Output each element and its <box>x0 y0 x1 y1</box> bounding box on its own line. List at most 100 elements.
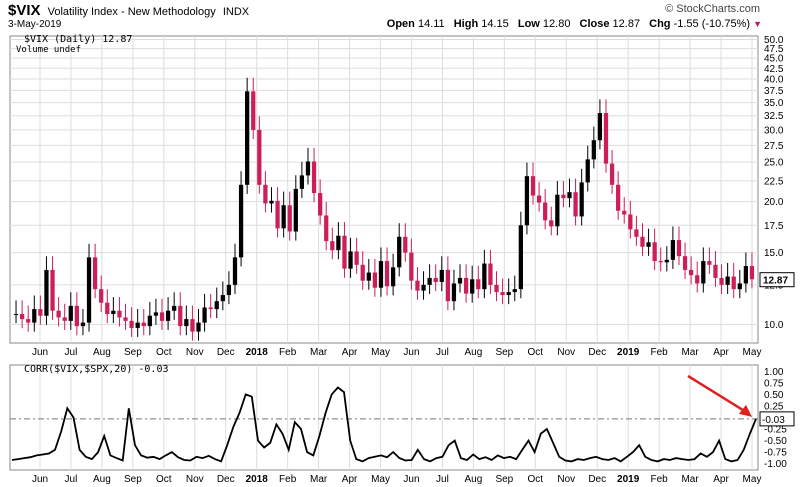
candle-body <box>251 91 256 130</box>
x-tick-label: Jun <box>403 474 419 485</box>
candle-body <box>743 266 749 284</box>
x-tick-label: Jun <box>32 347 48 358</box>
volume-legend: Volume undef <box>16 45 81 55</box>
candle-body <box>476 279 481 290</box>
candle-body <box>19 314 25 320</box>
candle-body <box>50 269 55 311</box>
candle-body <box>737 283 742 290</box>
candle-body <box>658 261 663 263</box>
candle-body <box>682 256 688 270</box>
candle-body <box>123 317 128 321</box>
x-tick-label: Dec <box>217 347 235 358</box>
candle-body <box>719 277 724 285</box>
candle-body <box>86 257 92 323</box>
candle-body <box>512 289 517 293</box>
candle-body <box>494 284 499 293</box>
price-tick-label: 30.0 <box>764 125 784 136</box>
ticker-symbol: $VIX <box>8 2 41 19</box>
price-tick-label: 40.0 <box>764 74 784 85</box>
annotation-arrow-line <box>687 374 747 413</box>
x-tick-label: May <box>371 474 390 485</box>
candle-body <box>670 240 676 260</box>
corr-last-box <box>759 411 795 427</box>
candle-body <box>421 284 426 291</box>
candle-body <box>482 263 487 290</box>
x-tick-label: 2019 <box>617 347 640 358</box>
candle-body <box>208 307 213 310</box>
x-tick-label: Feb <box>279 347 297 358</box>
x-tick-label: Jun <box>32 474 48 485</box>
candle-body <box>549 220 554 227</box>
corr-tick-label: 1.00 <box>764 367 784 378</box>
candle-body <box>117 310 122 318</box>
candle-body <box>609 163 615 185</box>
candle-body <box>311 161 317 194</box>
low-value: 12.80 <box>542 18 571 30</box>
candle-body <box>287 205 292 232</box>
price-tick-label: 27.5 <box>764 141 784 152</box>
price-tick-label: 42.5 <box>764 64 784 75</box>
x-tick-label: Sep <box>124 347 142 358</box>
candle-body <box>245 91 250 185</box>
x-tick-label: Aug <box>464 474 482 485</box>
candle-body <box>555 194 560 227</box>
candle-body <box>676 240 682 257</box>
candle-body <box>348 251 353 269</box>
x-tick-label: Feb <box>651 474 669 485</box>
candle-body <box>689 269 694 276</box>
candle-body <box>238 184 244 258</box>
candle-body <box>403 236 408 253</box>
candle-body <box>384 261 390 287</box>
last-price-box <box>759 272 795 288</box>
candle-body <box>646 242 651 247</box>
corr-tick-label: -0.75 <box>764 448 787 459</box>
candle-body <box>74 305 79 327</box>
candle-body <box>62 317 67 321</box>
x-tick-label: May <box>743 474 762 485</box>
high-label: High <box>453 18 479 30</box>
open-value: 14.11 <box>417 18 445 30</box>
candle-body <box>470 279 475 294</box>
candle-body <box>707 261 712 265</box>
candle-body <box>427 277 432 285</box>
candle-body <box>628 214 633 230</box>
candle-body <box>324 215 329 242</box>
candle-body <box>92 257 98 290</box>
candle-body <box>463 277 469 294</box>
x-tick-label: Feb <box>651 347 669 358</box>
candle-body <box>80 322 86 327</box>
candle-body <box>354 251 359 265</box>
x-tick-label: 2018 <box>246 474 269 485</box>
corr-last-label: -0.03 <box>762 415 785 426</box>
candle-body <box>184 319 189 327</box>
candle-body <box>457 277 463 284</box>
candle-body <box>591 140 596 160</box>
candle-body <box>390 267 396 287</box>
corr-tick-label: 0.50 <box>764 390 784 401</box>
candle-body <box>536 195 542 203</box>
candle-body <box>640 236 645 247</box>
candle-body <box>159 312 165 321</box>
corr-tick-label: -1.00 <box>764 459 787 470</box>
x-tick-label: Apr <box>713 474 729 485</box>
candle-body <box>105 302 110 315</box>
candle-body <box>190 319 195 332</box>
candle-body <box>44 269 49 316</box>
x-tick-label: Jul <box>65 474 78 485</box>
candle-body <box>524 176 530 226</box>
price-tick-label: 22.5 <box>764 176 784 187</box>
x-tick-label: Sep <box>495 474 513 485</box>
annotation-arrow-head <box>739 404 752 417</box>
candle-body <box>518 225 523 290</box>
candle-body <box>232 257 238 285</box>
x-tick-label: Oct <box>528 474 544 485</box>
price-tick-label: 10.0 <box>764 320 784 331</box>
close-label: Close <box>579 18 610 30</box>
brand-logo: © StockCharts.com <box>665 3 760 15</box>
x-tick-label: Oct <box>156 474 172 485</box>
candle-body <box>616 184 621 211</box>
corr-series-line <box>11 386 757 463</box>
candle-body <box>713 264 718 278</box>
corr-tick-label: 0.75 <box>764 378 784 389</box>
